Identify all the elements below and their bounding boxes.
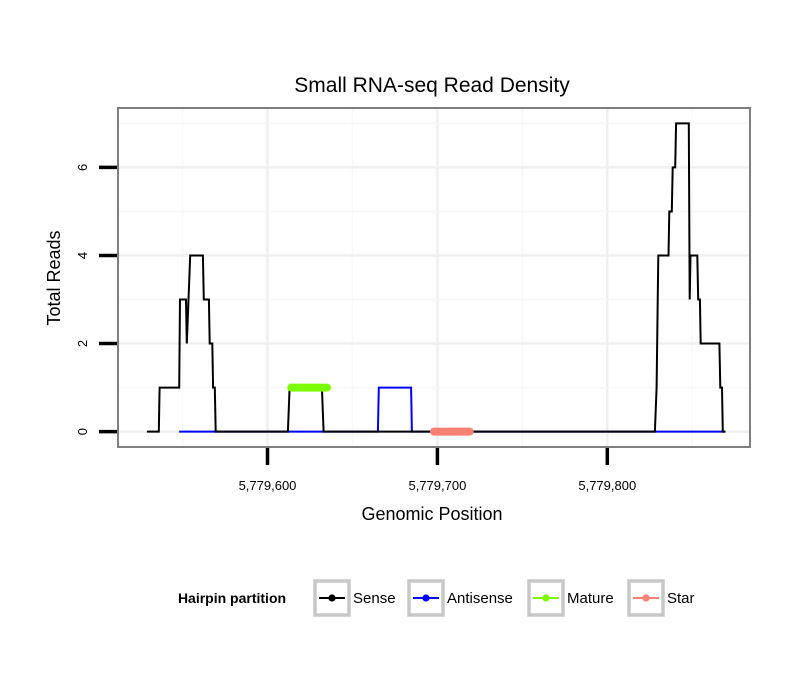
- y-tick-label: 4: [75, 252, 90, 259]
- series-lines: [146, 122, 726, 436]
- x-tick-label: 5,779,700: [408, 478, 466, 493]
- panel-border: [117, 107, 751, 448]
- panel-background: [118, 108, 750, 447]
- x-axis: 5,779,600 5,779,700 5,779,800: [239, 448, 636, 493]
- legend-key-point-sense: [328, 594, 336, 602]
- x-tick-label: 5,779,600: [239, 478, 297, 493]
- y-axis: 0 2 4 6: [75, 164, 117, 435]
- legend-title: Hairpin partition: [178, 590, 286, 606]
- series-line-sense: [146, 122, 726, 433]
- plot-panel: [118, 108, 750, 447]
- legend-label-star: Star: [667, 590, 695, 607]
- legend: Hairpin partition Sense Antisense Mature St…: [178, 579, 695, 617]
- y-tick-label: 6: [75, 164, 90, 171]
- y-tick-label: 2: [75, 340, 90, 347]
- x-axis-title: Genomic Position: [361, 504, 502, 524]
- legend-key-point-antisense: [422, 594, 430, 602]
- legend-label-sense: Sense: [353, 590, 396, 607]
- plot-frame: [117, 107, 751, 448]
- legend-label-mature: Mature: [567, 590, 614, 607]
- chart-title: Small RNA-seq Read Density: [294, 74, 570, 97]
- grid-lines: [118, 108, 750, 447]
- y-tick-label: 0: [75, 428, 90, 435]
- legend-key-point-star: [642, 594, 650, 602]
- legend-label-antisense: Antisense: [447, 590, 513, 607]
- legend-key-point-mature: [542, 594, 550, 602]
- y-axis-title: Total Reads: [44, 230, 64, 325]
- x-tick-label: 5,779,800: [578, 478, 636, 493]
